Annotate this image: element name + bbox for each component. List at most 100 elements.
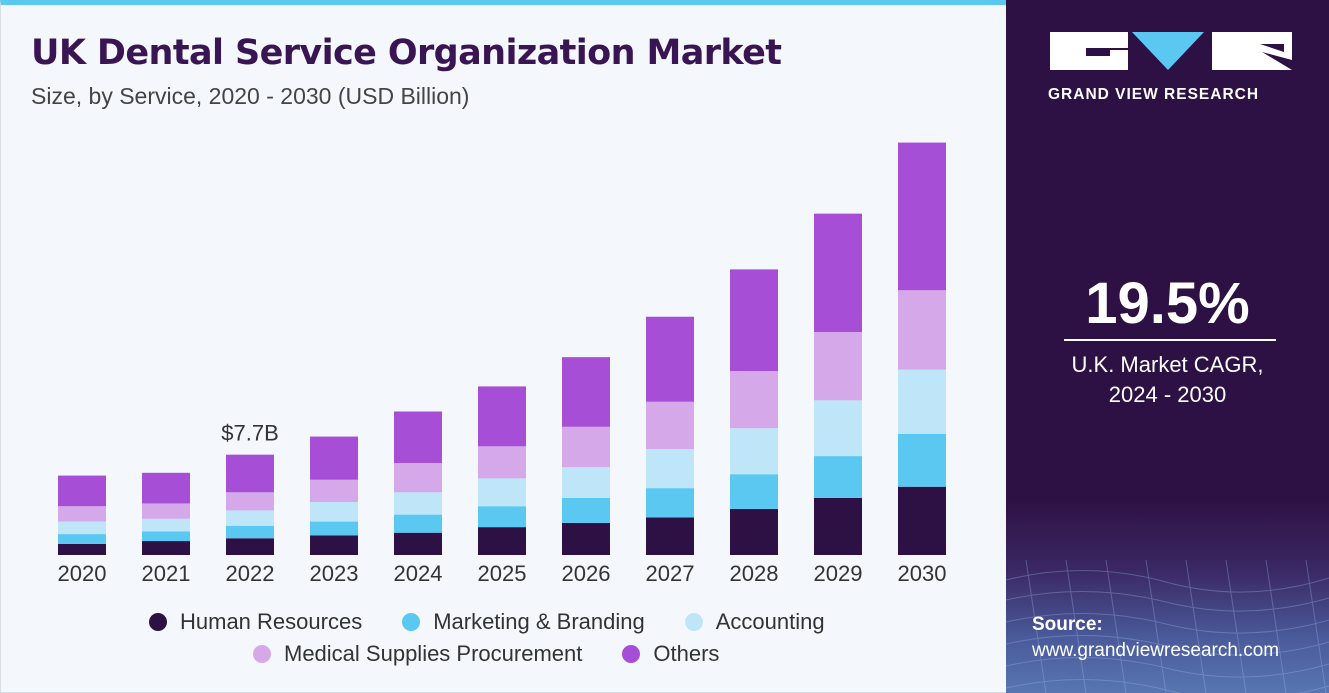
legend-swatch bbox=[684, 613, 703, 631]
bar-segment-2030-3 bbox=[898, 290, 946, 370]
bar-segment-2027-3 bbox=[646, 401, 694, 450]
legend-swatch bbox=[402, 613, 421, 631]
source-label: Source: bbox=[1032, 614, 1103, 635]
bar-segment-2021-4 bbox=[142, 472, 190, 504]
bar-segment-2029-1 bbox=[814, 456, 862, 498]
bar-segment-2026-3 bbox=[562, 426, 610, 468]
legend-swatch bbox=[622, 645, 641, 663]
x-tick-label: 2021 bbox=[142, 561, 191, 586]
bar-segment-2024-0 bbox=[394, 532, 442, 555]
bar-segment-2021-1 bbox=[142, 531, 190, 542]
x-tick-label: 2029 bbox=[814, 561, 863, 586]
bar-segment-2028-4 bbox=[730, 269, 778, 372]
bar-segment-2029-3 bbox=[814, 332, 862, 401]
legend-row: Human Resources Marketing & Branding Accou… bbox=[149, 609, 825, 635]
legend-label: Human Resources bbox=[180, 609, 363, 634]
bar-segment-2020-3 bbox=[58, 506, 106, 522]
bar-segment-2029-0 bbox=[814, 497, 862, 555]
stacked-bar-chart: 2020 2021 2022 $7.7B 2023 2024 2025 2026 2027 202… bbox=[58, 142, 947, 586]
legend-row: Medical Supplies Procurement Others bbox=[253, 641, 719, 667]
legend-item: Medical Supplies Procurement bbox=[253, 641, 582, 667]
bar-segment-2024-3 bbox=[394, 463, 442, 493]
bar-segment-2025-2 bbox=[478, 478, 526, 507]
cagr-label-line2: 2024 - 2030 bbox=[1108, 382, 1227, 407]
bar-segment-2026-4 bbox=[562, 357, 610, 427]
bar-segment-2025-4 bbox=[478, 386, 526, 447]
bar-segment-2022-3 bbox=[226, 492, 274, 511]
bar-segment-2025-1 bbox=[478, 506, 526, 528]
bar-segment-2029-4 bbox=[814, 213, 862, 333]
bar-segment-2027-4 bbox=[646, 316, 694, 402]
bar-segment-2030-4 bbox=[898, 142, 946, 291]
legend-item: Others bbox=[622, 641, 719, 667]
chart-panel: UK Dental Service Organization Market Si… bbox=[0, 0, 1006, 693]
decorative-wave-grid bbox=[1006, 560, 1329, 693]
bar-segment-2030-2 bbox=[898, 369, 946, 434]
chart-subtitle: Size, by Service, 2020 - 2030 (USD Billi… bbox=[31, 83, 470, 109]
bar-segment-2022-4 bbox=[226, 454, 274, 493]
cagr-value: 19.5% bbox=[1085, 271, 1250, 336]
legend-label: Medical Supplies Procurement bbox=[284, 641, 583, 666]
bar-segment-2027-0 bbox=[646, 517, 694, 555]
brand-name: GRAND VIEW RESEARCH bbox=[1048, 86, 1260, 103]
x-tick-label: 2022 bbox=[226, 561, 275, 586]
chart-legend: Human Resources Marketing & Branding Accou… bbox=[1, 609, 1007, 679]
chart-title: UK Dental Service Organization Market bbox=[31, 33, 782, 73]
x-tick-label: 2020 bbox=[58, 561, 107, 586]
x-tick-label: 2030 bbox=[898, 561, 947, 586]
x-tick-label: 2026 bbox=[562, 561, 611, 586]
bar-segment-2022-2 bbox=[226, 510, 274, 526]
x-tick-label: 2028 bbox=[730, 561, 779, 586]
source-link[interactable]: www.grandviewresearch.com bbox=[1032, 640, 1280, 661]
bar-segment-2029-2 bbox=[814, 400, 862, 457]
bar-segment-2026-0 bbox=[562, 522, 610, 555]
bar-segment-2021-3 bbox=[142, 503, 190, 519]
legend-item: Human Resources bbox=[149, 609, 362, 635]
cagr-label: U.K. Market CAGR, 2024 - 2030 bbox=[1006, 350, 1329, 410]
bar-segment-2020-0 bbox=[58, 543, 106, 555]
bar-segment-2027-1 bbox=[646, 488, 694, 518]
x-tick-label: 2025 bbox=[478, 561, 527, 586]
bar-segment-2030-1 bbox=[898, 433, 946, 487]
bar-segment-2024-2 bbox=[394, 492, 442, 515]
x-tick-label: 2024 bbox=[394, 561, 443, 586]
bar-segment-2027-2 bbox=[646, 449, 694, 489]
bar-segment-2022-0 bbox=[226, 538, 274, 555]
bar-segment-2023-1 bbox=[310, 521, 358, 536]
legend-item: Marketing & Branding bbox=[402, 609, 645, 635]
legend-item: Accounting bbox=[684, 609, 825, 635]
bar-segment-2023-0 bbox=[310, 535, 358, 555]
bar-segment-2024-4 bbox=[394, 411, 442, 464]
bar-segment-2021-0 bbox=[142, 541, 190, 555]
bar-segment-2026-2 bbox=[562, 467, 610, 498]
cagr-divider bbox=[1064, 339, 1276, 341]
bar-segment-2020-1 bbox=[58, 534, 106, 544]
bar-segment-2021-2 bbox=[142, 518, 190, 532]
bar-segment-2020-4 bbox=[58, 475, 106, 507]
bar-segment-2024-1 bbox=[394, 514, 442, 533]
bar-segment-2020-2 bbox=[58, 521, 106, 535]
legend-swatch bbox=[149, 613, 167, 631]
gvr-logo-icon bbox=[1050, 32, 1292, 70]
bar-segment-2028-3 bbox=[730, 371, 778, 429]
bar-segment-2025-3 bbox=[478, 446, 526, 479]
bar-segment-2030-0 bbox=[898, 486, 946, 555]
bar-segment-2028-0 bbox=[730, 509, 778, 555]
bar-segment-2023-2 bbox=[310, 502, 358, 522]
legend-label: Marketing & Branding bbox=[433, 609, 645, 634]
bar-segment-2026-1 bbox=[562, 497, 610, 523]
legend-swatch bbox=[253, 645, 271, 663]
legend-label: Others bbox=[653, 641, 720, 666]
bar-segment-2028-2 bbox=[730, 428, 778, 475]
legend-label: Accounting bbox=[715, 609, 825, 634]
bar-segment-2023-4 bbox=[310, 436, 358, 480]
x-tick-label: 2023 bbox=[310, 561, 359, 586]
data-label: $7.7B bbox=[221, 421, 279, 446]
bar-segment-2028-1 bbox=[730, 474, 778, 510]
bar-segment-2023-3 bbox=[310, 479, 358, 503]
cagr-label-line1: U.K. Market CAGR, bbox=[1071, 352, 1264, 377]
x-tick-label: 2027 bbox=[646, 561, 695, 586]
bar-segment-2022-1 bbox=[226, 525, 274, 539]
bar-segment-2025-0 bbox=[478, 527, 526, 555]
info-panel: GRAND VIEW RESEARCH 19.5% U.K. Market CA… bbox=[1006, 0, 1329, 693]
